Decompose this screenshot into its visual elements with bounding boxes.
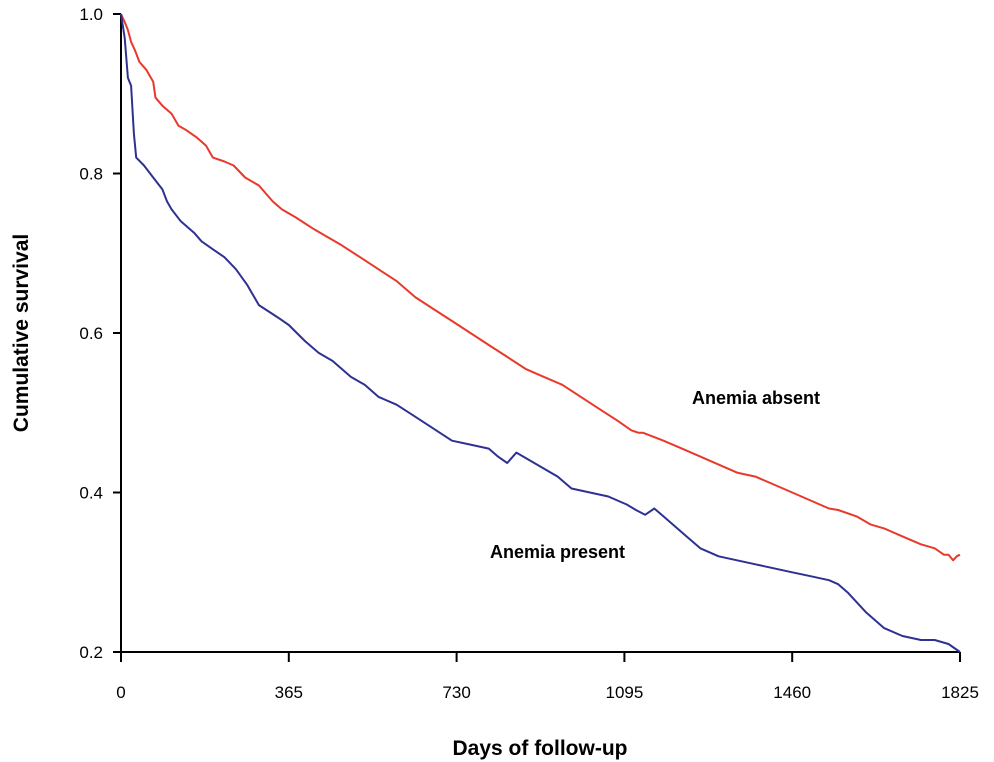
x-tick-label: 0 xyxy=(116,683,125,702)
y-axis-ticks: 0.2 0.4 0.6 0.8 1.0 xyxy=(79,5,121,662)
y-tick-label: 0.2 xyxy=(79,643,103,662)
series-label-anemia-absent: Anemia absent xyxy=(692,388,820,408)
y-tick-label: 1.0 xyxy=(79,5,103,24)
series-lines xyxy=(120,13,961,653)
x-tick-label: 1825 xyxy=(941,683,979,702)
plot-area: 0.2 0.4 0.6 0.8 1.0 0 365 730 1095 1460 1825 xyxy=(79,5,979,702)
x-tick-label: 1095 xyxy=(605,683,643,702)
y-tick-label: 0.4 xyxy=(79,484,103,503)
series-line-anemia-absent xyxy=(120,13,961,562)
x-axis-ticks: 0 365 730 1095 1460 1825 xyxy=(116,652,979,702)
series-label-anemia-present: Anemia present xyxy=(490,542,625,562)
y-tick-label: 0.8 xyxy=(79,165,103,184)
series-line-anemia-present xyxy=(120,13,961,653)
x-tick-label: 730 xyxy=(442,683,470,702)
y-axis-title: Cumulative survival xyxy=(10,234,33,432)
x-tick-label: 1460 xyxy=(773,683,811,702)
x-tick-label: 365 xyxy=(275,683,303,702)
y-tick-label: 0.6 xyxy=(79,324,103,343)
x-axis-title: Days of follow-up xyxy=(453,737,628,760)
